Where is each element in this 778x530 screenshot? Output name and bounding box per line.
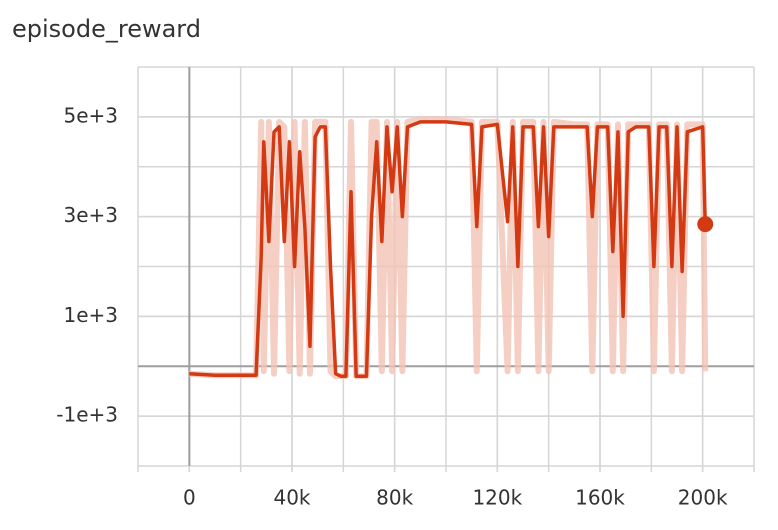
x-tick-label: 160k (575, 486, 625, 510)
y-tick-label: 5e+3 (63, 103, 118, 127)
y-tick-label: 1e+3 (63, 303, 118, 327)
y-tick-label: -1e+3 (56, 403, 118, 427)
smoothed-line (189, 120, 707, 378)
x-tick-label: 80k (376, 486, 413, 510)
end-point (697, 216, 714, 233)
y-tick-label: 3e+3 (63, 203, 118, 227)
x-tick-label: 40k (273, 486, 310, 510)
chart-title: episode_reward (12, 15, 201, 43)
x-tick-label: 120k (472, 486, 522, 510)
x-tick-label: 0 (183, 486, 196, 510)
x-tick-label: 200k (678, 486, 728, 510)
